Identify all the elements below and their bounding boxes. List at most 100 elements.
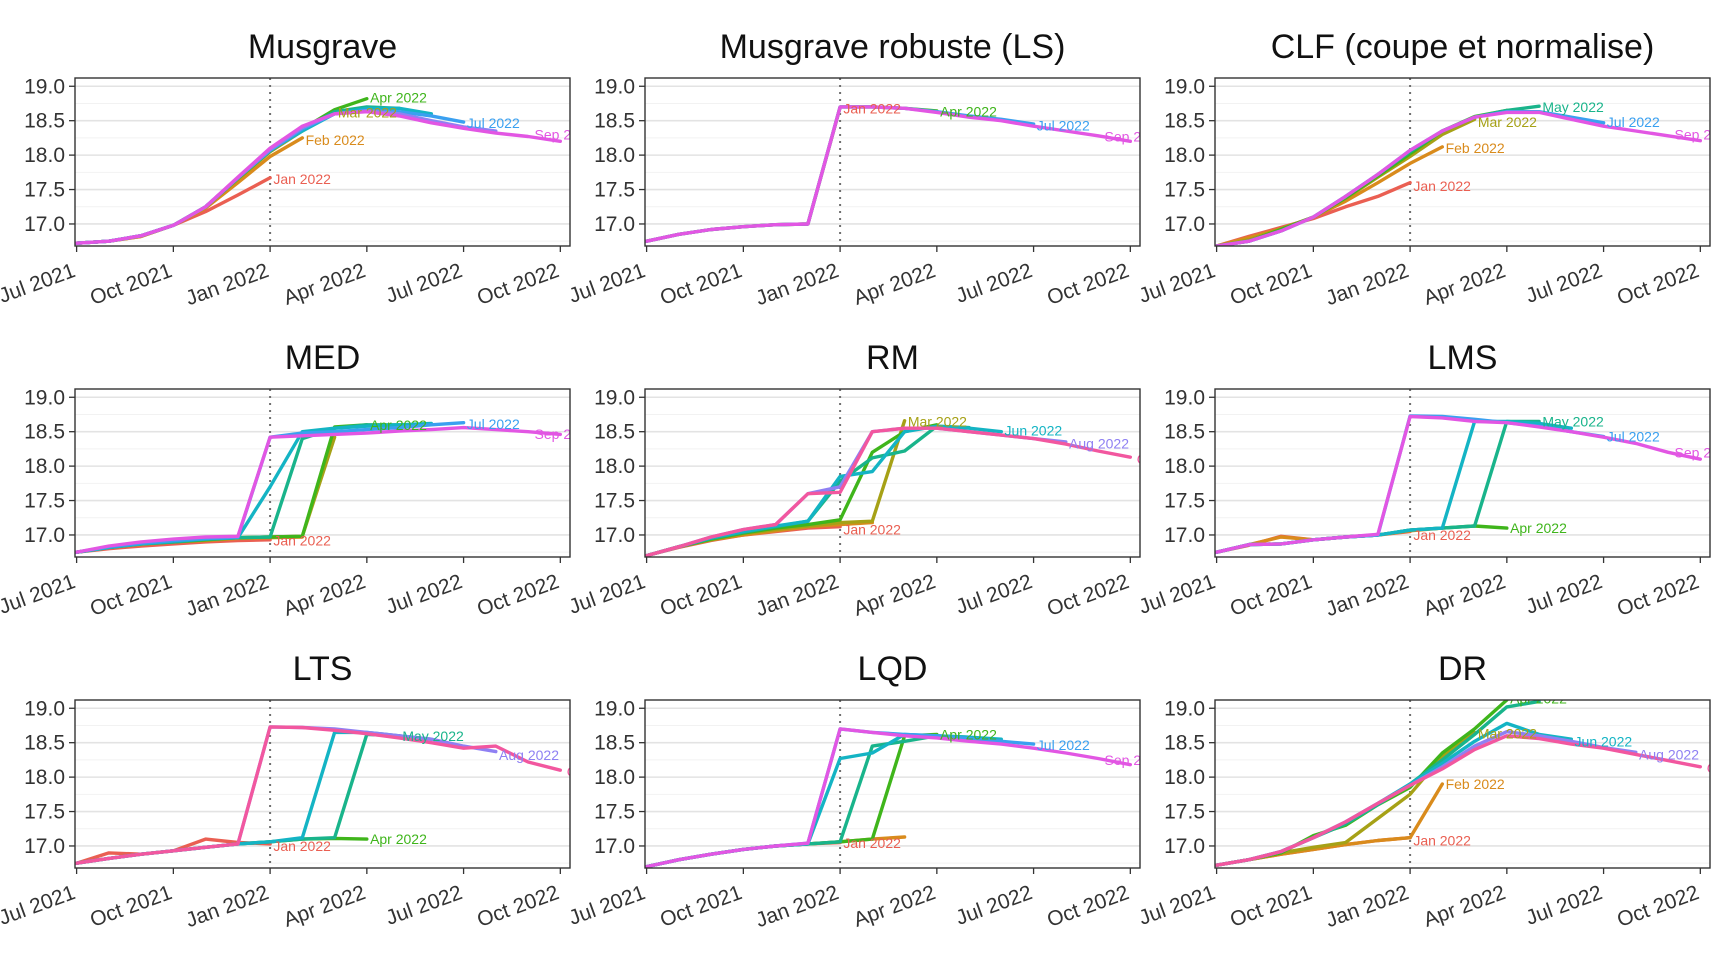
y-tick-label: 18.5: [594, 421, 635, 444]
x-tick-label: Oct 2021: [1227, 259, 1315, 310]
x-tick-label: Jul 2021: [0, 259, 78, 308]
series-label: Oct 2022: [1707, 760, 1728, 776]
x-tick-label: Jul 2022: [383, 881, 465, 930]
y-tick-label: 18.0: [594, 144, 635, 167]
series-label: Mar 2022: [1478, 114, 1537, 130]
series-line-sep-2022: [645, 105, 1133, 243]
x-tick-label: Apr 2022: [1421, 881, 1509, 932]
series-label: Oct 2022: [1137, 451, 1194, 467]
series-group: [1215, 104, 1703, 246]
y-tick-label: 19.0: [594, 386, 635, 409]
x-tick-label: Oct 2022: [1044, 259, 1132, 310]
x-tick-label: Oct 2022: [1044, 881, 1132, 932]
series-labels: Jan 2022 Apr 2022 Jul 2022 Sep 2022: [273, 416, 570, 548]
x-tick-label: Jul 2021: [566, 881, 648, 930]
y-tick-label: 18.5: [24, 732, 65, 755]
series-label: Sep 2022: [535, 126, 595, 142]
x-tick-label: Apr 2022: [281, 881, 369, 932]
y-tick-label: 17.0: [594, 835, 635, 858]
series-line-sep-2022: [1215, 414, 1703, 554]
panel-background: [645, 78, 1140, 246]
y-tick-label: 19.0: [24, 697, 65, 720]
y-tick-label: 17.0: [594, 213, 635, 236]
y-tick-label: 18.5: [1164, 732, 1205, 755]
y-tick-label: 18.0: [1164, 766, 1205, 789]
x-tick-label: Jan 2022: [183, 259, 272, 310]
panel-background: [75, 78, 570, 246]
y-tick-label: 17.0: [1164, 835, 1205, 858]
series-label: Jan 2022: [1413, 832, 1471, 848]
x-tick-label: Jan 2022: [1323, 881, 1412, 932]
y-tick-label: 18.0: [1164, 144, 1205, 167]
series-label: Apr 2022: [370, 831, 427, 847]
y-tick-label: 19.0: [24, 75, 65, 98]
series-group: [75, 725, 562, 865]
series-label: May 2022: [1542, 413, 1604, 429]
x-tick-label: Jul 2021: [566, 259, 648, 308]
x-tick-label: Apr 2022: [1421, 570, 1509, 621]
series-label: Feb 2022: [1446, 776, 1505, 792]
y-tick-label: 17.5: [1164, 490, 1205, 513]
series-labels: Jan 2022 Apr 2022 May 2022 Aug 2022 Oct 2022: [273, 728, 624, 854]
y-tick-label: 17.5: [594, 801, 635, 824]
x-tick-label: Jul 2022: [383, 259, 465, 308]
x-tick-label: Jul 2022: [1523, 881, 1605, 930]
series-line-sep-2022: [645, 727, 1133, 868]
x-tick-label: Oct 2022: [1614, 881, 1702, 932]
x-tick-label: Jul 2021: [1136, 570, 1218, 619]
panel-border: [74, 699, 571, 869]
y-tick-label: 18.0: [24, 144, 65, 167]
series-label: Feb 2022: [306, 132, 365, 148]
y-tick-label: 19.0: [594, 697, 635, 720]
series-labels: Jan 2022 Apr 2022 Jul 2022 Sep 2022: [843, 726, 1140, 851]
x-tick-label: Apr 2022: [851, 259, 939, 310]
series-label: Aug 2022: [499, 747, 559, 763]
panel-background: [645, 389, 1140, 557]
series-label: Apr 2022: [1510, 691, 1567, 707]
y-tick-label: 17.5: [24, 801, 65, 824]
x-tick-label: Jan 2022: [753, 259, 842, 310]
y-tick-label: 17.5: [594, 490, 635, 513]
x-tick-label: Jul 2022: [1523, 259, 1605, 308]
series-label: Jan 2022: [843, 100, 901, 116]
series-group: [645, 727, 1133, 868]
y-tick-label: 17.5: [1164, 179, 1205, 202]
x-tick-label: Jul 2022: [953, 881, 1035, 930]
series-group: [75, 96, 562, 245]
panel-title: LMS: [1428, 339, 1498, 377]
x-tick-label: Apr 2022: [851, 881, 939, 932]
panel-border: [1214, 77, 1711, 247]
y-tick-label: 17.0: [1164, 213, 1205, 236]
series-label: Jul 2022: [1607, 114, 1660, 130]
series-label: Jan 2022: [273, 171, 331, 187]
y-tick-label: 17.0: [594, 524, 635, 547]
y-tick-label: 17.0: [24, 835, 65, 858]
x-tick-label: Oct 2022: [1614, 570, 1702, 621]
panel-border: [644, 77, 1141, 247]
series-label: Oct 2022: [567, 764, 624, 780]
x-tick-label: Oct 2021: [87, 259, 175, 310]
y-tick-label: 17.5: [594, 179, 635, 202]
series-label: Aug 2022: [1639, 746, 1699, 762]
series-labels: Jan 2022 Mar 2022 Jun 2022 Aug 2022 Oct 2022: [843, 413, 1194, 537]
x-tick-label: Oct 2022: [474, 570, 562, 621]
y-tick-label: 18.0: [24, 455, 65, 478]
x-tick-label: Oct 2021: [87, 881, 175, 932]
series-label: Jan 2022: [1413, 178, 1471, 194]
y-tick-label: 17.0: [24, 213, 65, 236]
series-line-oct-2022: [645, 426, 1133, 557]
x-tick-label: Oct 2022: [1044, 570, 1132, 621]
series-label: Mar 2022: [1478, 726, 1537, 742]
panel-border: [1214, 699, 1711, 869]
x-tick-label: Jul 2022: [383, 570, 465, 619]
y-tick-label: 19.0: [1164, 75, 1205, 98]
panel-border: [74, 77, 571, 247]
